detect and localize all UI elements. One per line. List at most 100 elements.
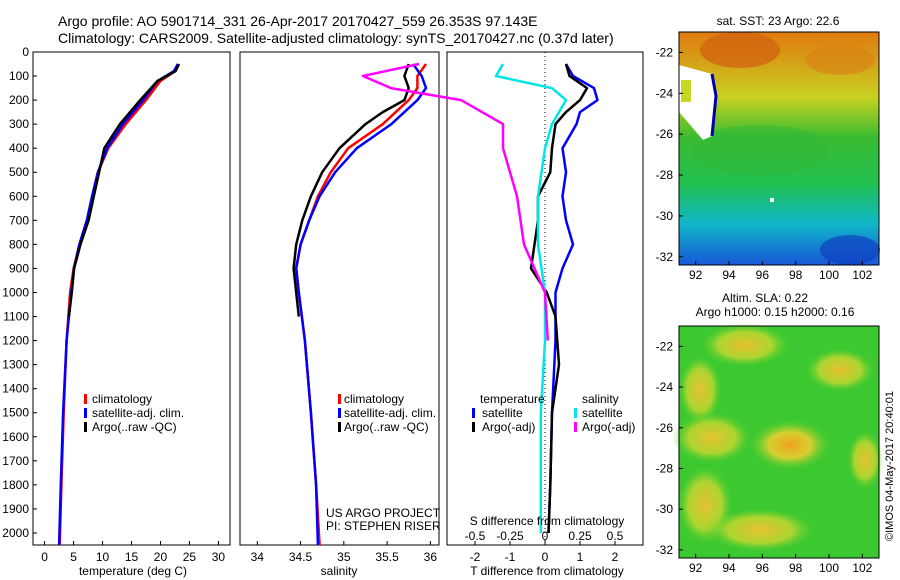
- x-tick-label: 0: [542, 550, 549, 564]
- depth-tick-label: 100: [9, 69, 29, 83]
- difference-series: [361, 62, 599, 534]
- legend-title-salinity: salinity: [582, 392, 619, 406]
- sla-map-frame: [678, 325, 880, 559]
- longitude-tick-label: 100: [819, 561, 839, 575]
- depth-tick-label: 300: [9, 117, 29, 131]
- longitude-tick-label: 92: [689, 268, 703, 282]
- salinity-difference-x-axis: -0.5 -0.25 0 0.25 0.5: [465, 529, 624, 543]
- longitude-tick-label: 94: [722, 268, 736, 282]
- x-tick-label-salinity: 0.5: [607, 529, 624, 543]
- difference-x-axis: -2 -1 0 1 2: [470, 541, 619, 564]
- legend-label-satellite: satellite-adj. clim.: [344, 406, 436, 420]
- sst-map-image: [679, 32, 880, 265]
- x-tick-label-salinity: -0.5: [465, 529, 486, 543]
- x-tick-label: 36: [424, 550, 438, 564]
- x-tick-label: 34.5: [289, 550, 313, 564]
- latitude-tick-label: -22: [656, 45, 674, 59]
- latitude-tick-label: -26: [656, 127, 674, 141]
- latitude-tick-label: -24: [656, 86, 674, 100]
- legend-label-argo: Argo(..raw -QC): [92, 420, 177, 434]
- sst-map-panel: sat. SST: 23 Argo: 22.6 92 94 96 98 100 102 -…: [656, 14, 880, 282]
- depth-tick-label: 1300: [2, 358, 29, 372]
- latitude-tick-label: -32: [656, 250, 674, 264]
- longitude-tick-label: 100: [819, 268, 839, 282]
- sla-map-latitude-axis: -22 -24 -26 -28 -30 -32: [656, 339, 683, 557]
- salinity-plot-frame: [239, 51, 440, 546]
- latitude-tick-label: -28: [656, 461, 674, 475]
- salinity-x-axis: 34 34.5 35 35.5 36: [251, 541, 438, 564]
- sst-map-frame: [678, 31, 880, 266]
- legend-swatch-t-satellite: [472, 408, 475, 418]
- legend-label-t-satellite: satellite: [482, 406, 523, 420]
- temperature-panel: 0100200300400500600700800900100011001200…: [2, 45, 231, 578]
- legend-swatch-argo: [84, 422, 87, 432]
- depth-tick-label: 200: [9, 93, 29, 107]
- longitude-tick-label: 96: [756, 561, 770, 575]
- longitude-tick-label: 102: [852, 268, 872, 282]
- series-line-t-argo-adj: [529, 63, 589, 534]
- pi-annotation: PI: STEPHEN RISER: [326, 519, 441, 533]
- sla-map-panel: Altim. SLA: 0.22 Argo h1000: 0.15 h2000:…: [656, 291, 883, 575]
- series-line-climatology: [58, 63, 180, 546]
- x-tick-label: -2: [470, 550, 481, 564]
- legend-label-climatology: climatology: [344, 392, 404, 406]
- s-difference-axis-label: S difference from climatology: [470, 514, 625, 528]
- depth-tick-label: 1000: [2, 285, 29, 299]
- sla-map-image: [672, 323, 883, 558]
- depth-tick-label: 0: [22, 45, 29, 59]
- depth-tick-label: 700: [9, 213, 29, 227]
- series-line-satellite-adj-clim: [294, 63, 428, 546]
- series-line-s-argo-adj: [361, 62, 550, 341]
- sla-map-longitude-axis: 92 94 96 98 100 102: [689, 554, 873, 575]
- x-tick-label: 35: [337, 550, 351, 564]
- legend-label-s-argo: Argo(-adj): [582, 420, 635, 434]
- depth-tick-label: 1200: [2, 334, 29, 348]
- legend-swatch-satellite: [338, 408, 341, 418]
- latitude-tick-label: -24: [656, 380, 674, 394]
- salinity-series: [292, 63, 428, 546]
- x-tick-label-salinity: 0: [542, 529, 549, 543]
- longitude-tick-label: 98: [789, 561, 803, 575]
- series-line-argo-raw-qc: [67, 63, 181, 317]
- latitude-tick-label: -30: [656, 502, 674, 516]
- legend-label-argo: Argo(..raw -QC): [344, 420, 429, 434]
- depth-tick-label: 800: [9, 237, 29, 251]
- legend-swatch-climatology: [338, 394, 341, 404]
- title-line-2: Climatology: CARS2009. Satellite-adjuste…: [58, 30, 614, 46]
- x-tick-label: 5: [70, 550, 77, 564]
- x-tick-label: 34: [251, 550, 265, 564]
- legend-label-satellite: satellite-adj. clim.: [92, 406, 184, 420]
- x-tick-label: -1: [505, 550, 516, 564]
- x-tick-label-salinity: -0.25: [496, 529, 524, 543]
- x-tick-label: 10: [96, 550, 110, 564]
- latitude-tick-label: -30: [656, 209, 674, 223]
- sla-map-title-1: Altim. SLA: 0.22: [722, 291, 808, 305]
- imos-credit: ©IMOS 04-May-2017 20:40:01: [884, 391, 896, 541]
- legend-swatch-s-argo: [574, 422, 577, 432]
- series-line-t-satellite: [547, 63, 599, 534]
- depth-tick-label: 1400: [2, 382, 29, 396]
- longitude-tick-label: 94: [722, 561, 736, 575]
- title-line-1: Argo profile: AO 5901714_331 26-Apr-2017…: [58, 13, 538, 29]
- depth-tick-label: 600: [9, 189, 29, 203]
- depth-tick-label: 1100: [3, 310, 29, 324]
- legend-swatch-argo: [338, 422, 341, 432]
- x-tick-label: 1: [577, 550, 584, 564]
- legend-title-temperature: temperature: [480, 392, 545, 406]
- latitude-tick-label: -28: [656, 168, 674, 182]
- latitude-tick-label: -26: [656, 421, 674, 435]
- sst-map-longitude-axis: 92 94 96 98 100 102: [689, 261, 873, 282]
- legend-swatch-satellite: [84, 408, 87, 418]
- salinity-panel: 34 34.5 35 35.5 36 salinity climatology sate…: [239, 51, 441, 578]
- series-line-s-satellite: [494, 63, 568, 533]
- depth-tick-label: 1800: [2, 478, 29, 492]
- difference-panel: -2 -1 0 1 2 -0.5 -0.25 0 0.25 0.5 T difference f…: [361, 51, 644, 578]
- salinity-legend: climatology satellite-adj. clim. Argo(..…: [338, 392, 436, 434]
- t-difference-axis-label: T difference from climatology: [470, 564, 624, 578]
- sst-map-title: sat. SST: 23 Argo: 22.6: [717, 14, 840, 28]
- longitude-tick-label: 92: [689, 561, 703, 575]
- longitude-tick-label: 96: [756, 268, 770, 282]
- x-tick-label: 2: [612, 550, 619, 564]
- depth-axis: 0 100 200 300 400 500 600 700 800 900 1000 1100 1200…: [2, 45, 37, 540]
